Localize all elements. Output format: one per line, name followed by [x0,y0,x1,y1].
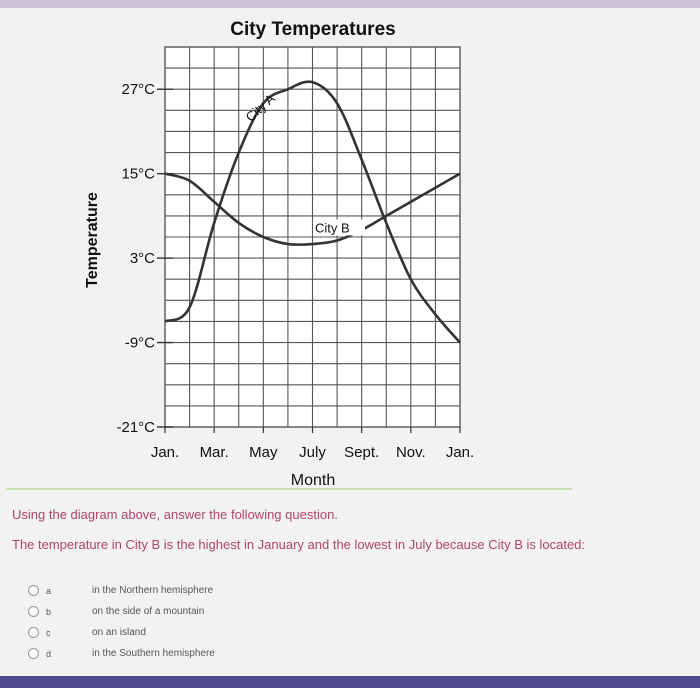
x-tick-label: July [299,444,326,461]
x-axis-label: Month [291,472,335,489]
choice-letter: a [46,585,52,596]
answer-choices: a in the Northern hemisphere b on the si… [28,580,215,664]
y-tick-label: 27°C [121,81,155,98]
radio-b[interactable] [28,606,39,617]
x-tick-label: Sept. [344,444,379,461]
radio-d[interactable] [28,648,39,659]
choice-letter: c [46,627,51,638]
y-tick-label: 15°C [121,166,155,183]
chart-title: City Temperatures [230,19,395,40]
x-tick-label: Mar. [200,444,229,461]
radio-c[interactable] [28,627,39,638]
series-label-city-b: City B [315,220,350,235]
divider [6,488,572,490]
y-axis-label: Temperature [84,192,101,288]
y-tick-label: 3°C [130,250,155,267]
y-tick-label: -21°C [116,419,155,436]
choice-d[interactable]: d in the Southern hemisphere [28,643,215,664]
series-label-bg [312,219,365,236]
series-line-city-b [164,172,461,247]
x-tick-label: Jan. [151,444,179,461]
question-text: The temperature in City B is the highest… [12,537,586,552]
x-tick-label: Jan. [446,444,474,461]
bottom-bar [0,676,700,688]
chart-series [164,80,461,344]
top-bar [0,0,700,8]
choice-text: on an island [92,627,146,638]
choice-c[interactable]: c on an island [28,622,215,643]
chart-grid [164,46,461,428]
y-tick-label: -9°C [125,335,155,352]
choice-letter: d [46,648,52,659]
question-instruction: Using the diagram above, answer the foll… [12,507,338,522]
x-tick-label: Nov. [396,444,426,461]
choice-b[interactable]: b on the side of a mountain [28,601,215,622]
choice-text: on the side of a mountain [92,606,205,617]
choice-letter: b [46,606,52,617]
choice-a[interactable]: a in the Northern hemisphere [28,580,215,601]
radio-a[interactable] [28,585,39,596]
series-line-city-a [164,80,461,344]
x-tick-label: May [249,444,278,461]
choice-text: in the Northern hemisphere [92,585,214,596]
choice-text: in the Southern hemisphere [92,648,215,659]
temperature-chart: City Temperatures 27°C 15°C 3°C -9°C -21°C Ja… [84,19,474,489]
